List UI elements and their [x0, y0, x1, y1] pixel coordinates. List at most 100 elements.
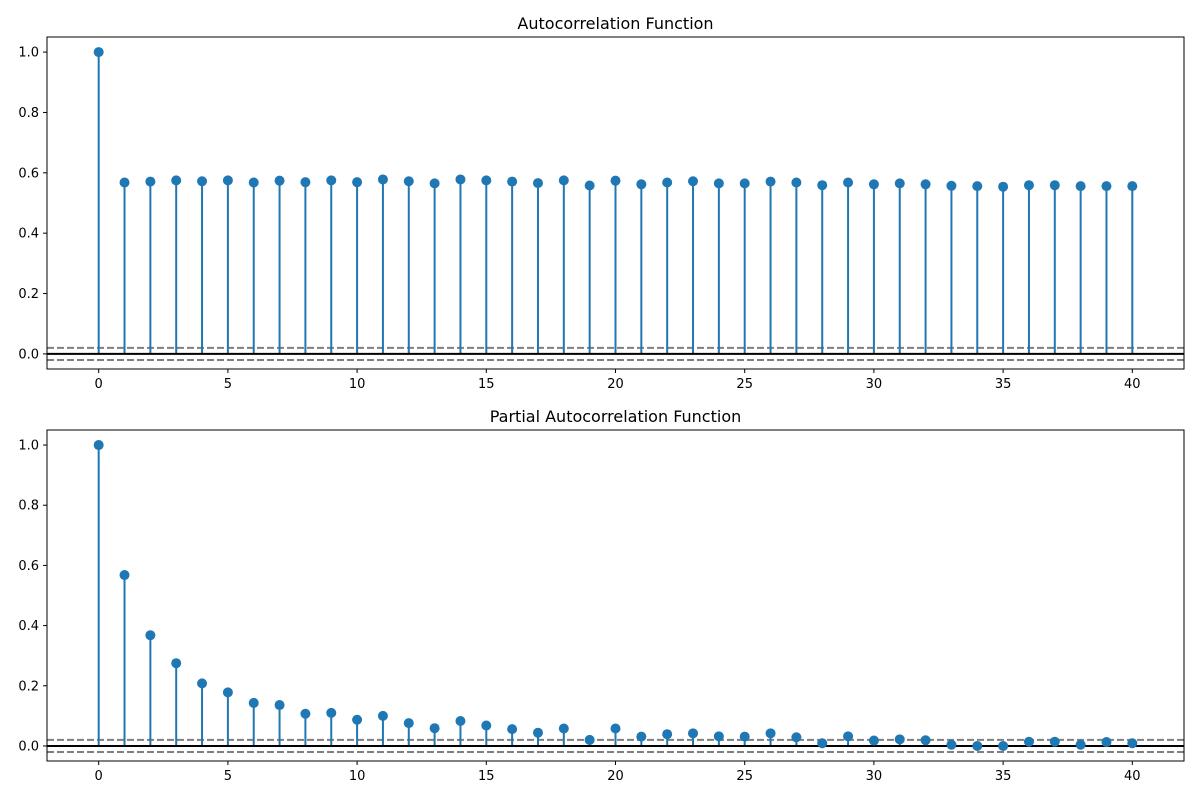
acf-ytick-label-0.6: 0.6 [18, 166, 39, 181]
pacf-xtick-label-25: 25 [736, 769, 753, 784]
acf-marker-lag-37 [1049, 180, 1060, 191]
pacf-marker-lag-28 [817, 738, 828, 749]
acf-ytick-label-0.8: 0.8 [18, 106, 39, 121]
acf-marker-lag-20 [610, 175, 621, 186]
acf-marker-lag-10 [352, 177, 363, 188]
acf-marker-lag-15 [481, 175, 492, 186]
pacf-marker-lag-14 [455, 715, 466, 726]
pacf-ytick-label-0.0: 0.0 [18, 739, 39, 754]
acf-xtick-label-40: 40 [1124, 377, 1141, 392]
pacf-marker-lag-0 [93, 440, 104, 451]
acf-marker-lag-7 [274, 175, 285, 186]
acf-marker-lag-39 [1101, 181, 1112, 192]
pacf-marker-lag-13 [429, 723, 440, 734]
acf-ytick-label-0.4: 0.4 [18, 227, 39, 242]
pacf-ytick-label-1.0: 1.0 [18, 439, 39, 454]
pacf-ytick-label-0.8: 0.8 [18, 499, 39, 514]
pacf-marker-lag-37 [1049, 736, 1060, 747]
acf-marker-lag-30 [868, 179, 879, 190]
acf-xtick-label-5: 5 [224, 377, 232, 392]
acf-axes-frame [46, 36, 1185, 370]
pacf-marker-lag-26 [765, 728, 776, 739]
pacf-marker-lag-34 [972, 740, 983, 751]
pacf-marker-lag-10 [352, 714, 363, 725]
pacf-marks: 0 5 10 15 20 25 30 35 40 0.0 0.2 0.4 0.6 0.8 1.0 [18, 439, 1184, 784]
acf-xtick-label-30: 30 [866, 377, 883, 392]
acf-marker-lag-22 [662, 177, 673, 188]
acf-marker-lag-1 [119, 177, 130, 188]
acf-marker-lag-32 [920, 179, 931, 190]
acf-ytick-label-1.0: 1.0 [18, 46, 39, 61]
pacf-xtick-label-40: 40 [1124, 769, 1141, 784]
pacf-marker-lag-21 [636, 731, 647, 742]
acf-marker-lag-5 [222, 175, 233, 186]
acf-marks: 0 5 10 15 20 25 30 35 40 0.0 0.2 0.4 0.6 0.8 1.0 [18, 46, 1184, 392]
acf-marker-lag-13 [429, 178, 440, 189]
pacf-marker-lag-36 [1023, 736, 1034, 747]
pacf-xtick-label-5: 5 [224, 769, 232, 784]
acf-title: Autocorrelation Function [517, 14, 713, 33]
acf-xtick-label-10: 10 [349, 377, 366, 392]
acf-marker-lag-35 [998, 181, 1009, 192]
pacf-marker-lag-17 [532, 727, 543, 738]
pacf-marker-lag-38 [1075, 739, 1086, 750]
acf-xtick-label-15: 15 [478, 377, 495, 392]
acf-ytick-label-0.2: 0.2 [18, 287, 39, 302]
pacf-marker-lag-2 [145, 630, 156, 641]
acf-xtick-label-20: 20 [607, 377, 624, 392]
pacf-xtick-label-10: 10 [349, 769, 366, 784]
pacf-marker-lag-9 [326, 707, 337, 718]
acf-marker-lag-28 [817, 180, 828, 191]
acf-marker-lag-0 [93, 47, 104, 58]
pacf-xtick-label-15: 15 [478, 769, 495, 784]
pacf-marker-lag-35 [998, 740, 1009, 751]
pacf-marker-lag-5 [222, 687, 233, 698]
pacf-marker-lag-27 [791, 732, 802, 743]
pacf-marker-lag-39 [1101, 737, 1112, 748]
pacf-marker-lag-40 [1127, 738, 1138, 749]
acf-marker-lag-31 [894, 178, 905, 189]
pacf-marker-lag-31 [894, 734, 905, 745]
pacf-axes-frame [46, 429, 1185, 762]
pacf-marker-lag-8 [300, 708, 311, 719]
pacf-marker-lag-32 [920, 735, 931, 746]
pacf-ytick-label-0.4: 0.4 [18, 619, 39, 634]
acf-marker-lag-17 [532, 178, 543, 189]
pacf-xtick-label-30: 30 [866, 769, 883, 784]
pacf-marker-lag-24 [713, 731, 724, 742]
acf-marker-lag-24 [713, 178, 724, 189]
acf-marker-lag-36 [1023, 180, 1034, 191]
pacf-marker-lag-19 [584, 734, 595, 745]
acf-marker-lag-9 [326, 175, 337, 186]
acf-marker-lag-18 [558, 175, 569, 186]
pacf-ytick-label-0.2: 0.2 [18, 679, 39, 694]
pacf-marker-lag-25 [739, 731, 750, 742]
acf-marker-lag-23 [688, 176, 699, 187]
acf-marker-lag-21 [636, 179, 647, 190]
acf-marker-lag-3 [171, 175, 182, 186]
acf-marker-lag-26 [765, 176, 776, 187]
acf-marker-lag-19 [584, 180, 595, 191]
pacf-marker-lag-7 [274, 700, 285, 711]
pacf-marker-lag-4 [197, 678, 208, 689]
acf-marker-lag-6 [248, 177, 259, 188]
acf-panel: Autocorrelation Function 0 5 10 15 20 25 30 35 4… [18, 14, 1185, 392]
acf-marker-lag-8 [300, 177, 311, 188]
pacf-marker-lag-23 [688, 728, 699, 739]
pacf-title: Partial Autocorrelation Function [490, 407, 742, 426]
acf-marker-lag-14 [455, 174, 466, 185]
pacf-ytick-label-0.6: 0.6 [18, 559, 39, 574]
acf-marker-lag-12 [403, 176, 414, 187]
pacf-marker-lag-3 [171, 658, 182, 669]
acf-xtick-label-25: 25 [736, 377, 753, 392]
pacf-xtick-label-0: 0 [95, 769, 103, 784]
acf-marker-lag-38 [1075, 181, 1086, 192]
pacf-marker-lag-16 [507, 724, 518, 735]
acf-ytick-label-0.0: 0.0 [18, 347, 39, 362]
pacf-marker-lag-33 [946, 739, 957, 750]
pacf-marker-lag-20 [610, 723, 621, 734]
acf-marker-lag-34 [972, 181, 983, 192]
acf-marker-lag-27 [791, 177, 802, 188]
